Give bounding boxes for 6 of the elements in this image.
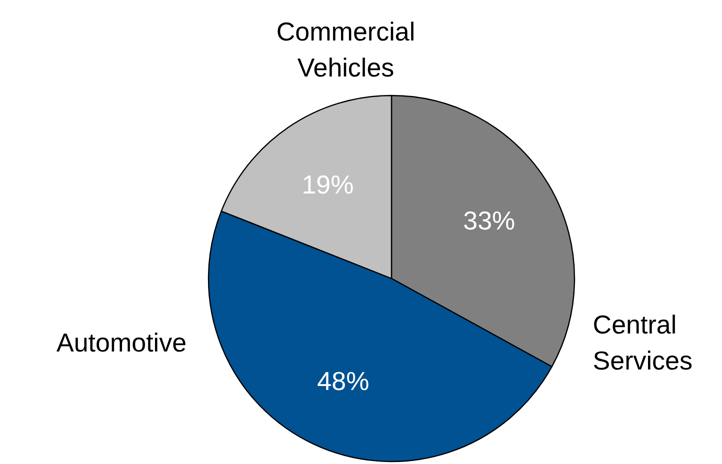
data-label: 33%	[463, 206, 516, 236]
slice-label: Commercial Vehicles	[276, 16, 416, 83]
data-label: 48%	[317, 366, 370, 396]
slice-label: Central Services	[592, 310, 693, 376]
slice-label: Automotive	[56, 328, 187, 358]
data-label: 19%	[302, 170, 354, 200]
